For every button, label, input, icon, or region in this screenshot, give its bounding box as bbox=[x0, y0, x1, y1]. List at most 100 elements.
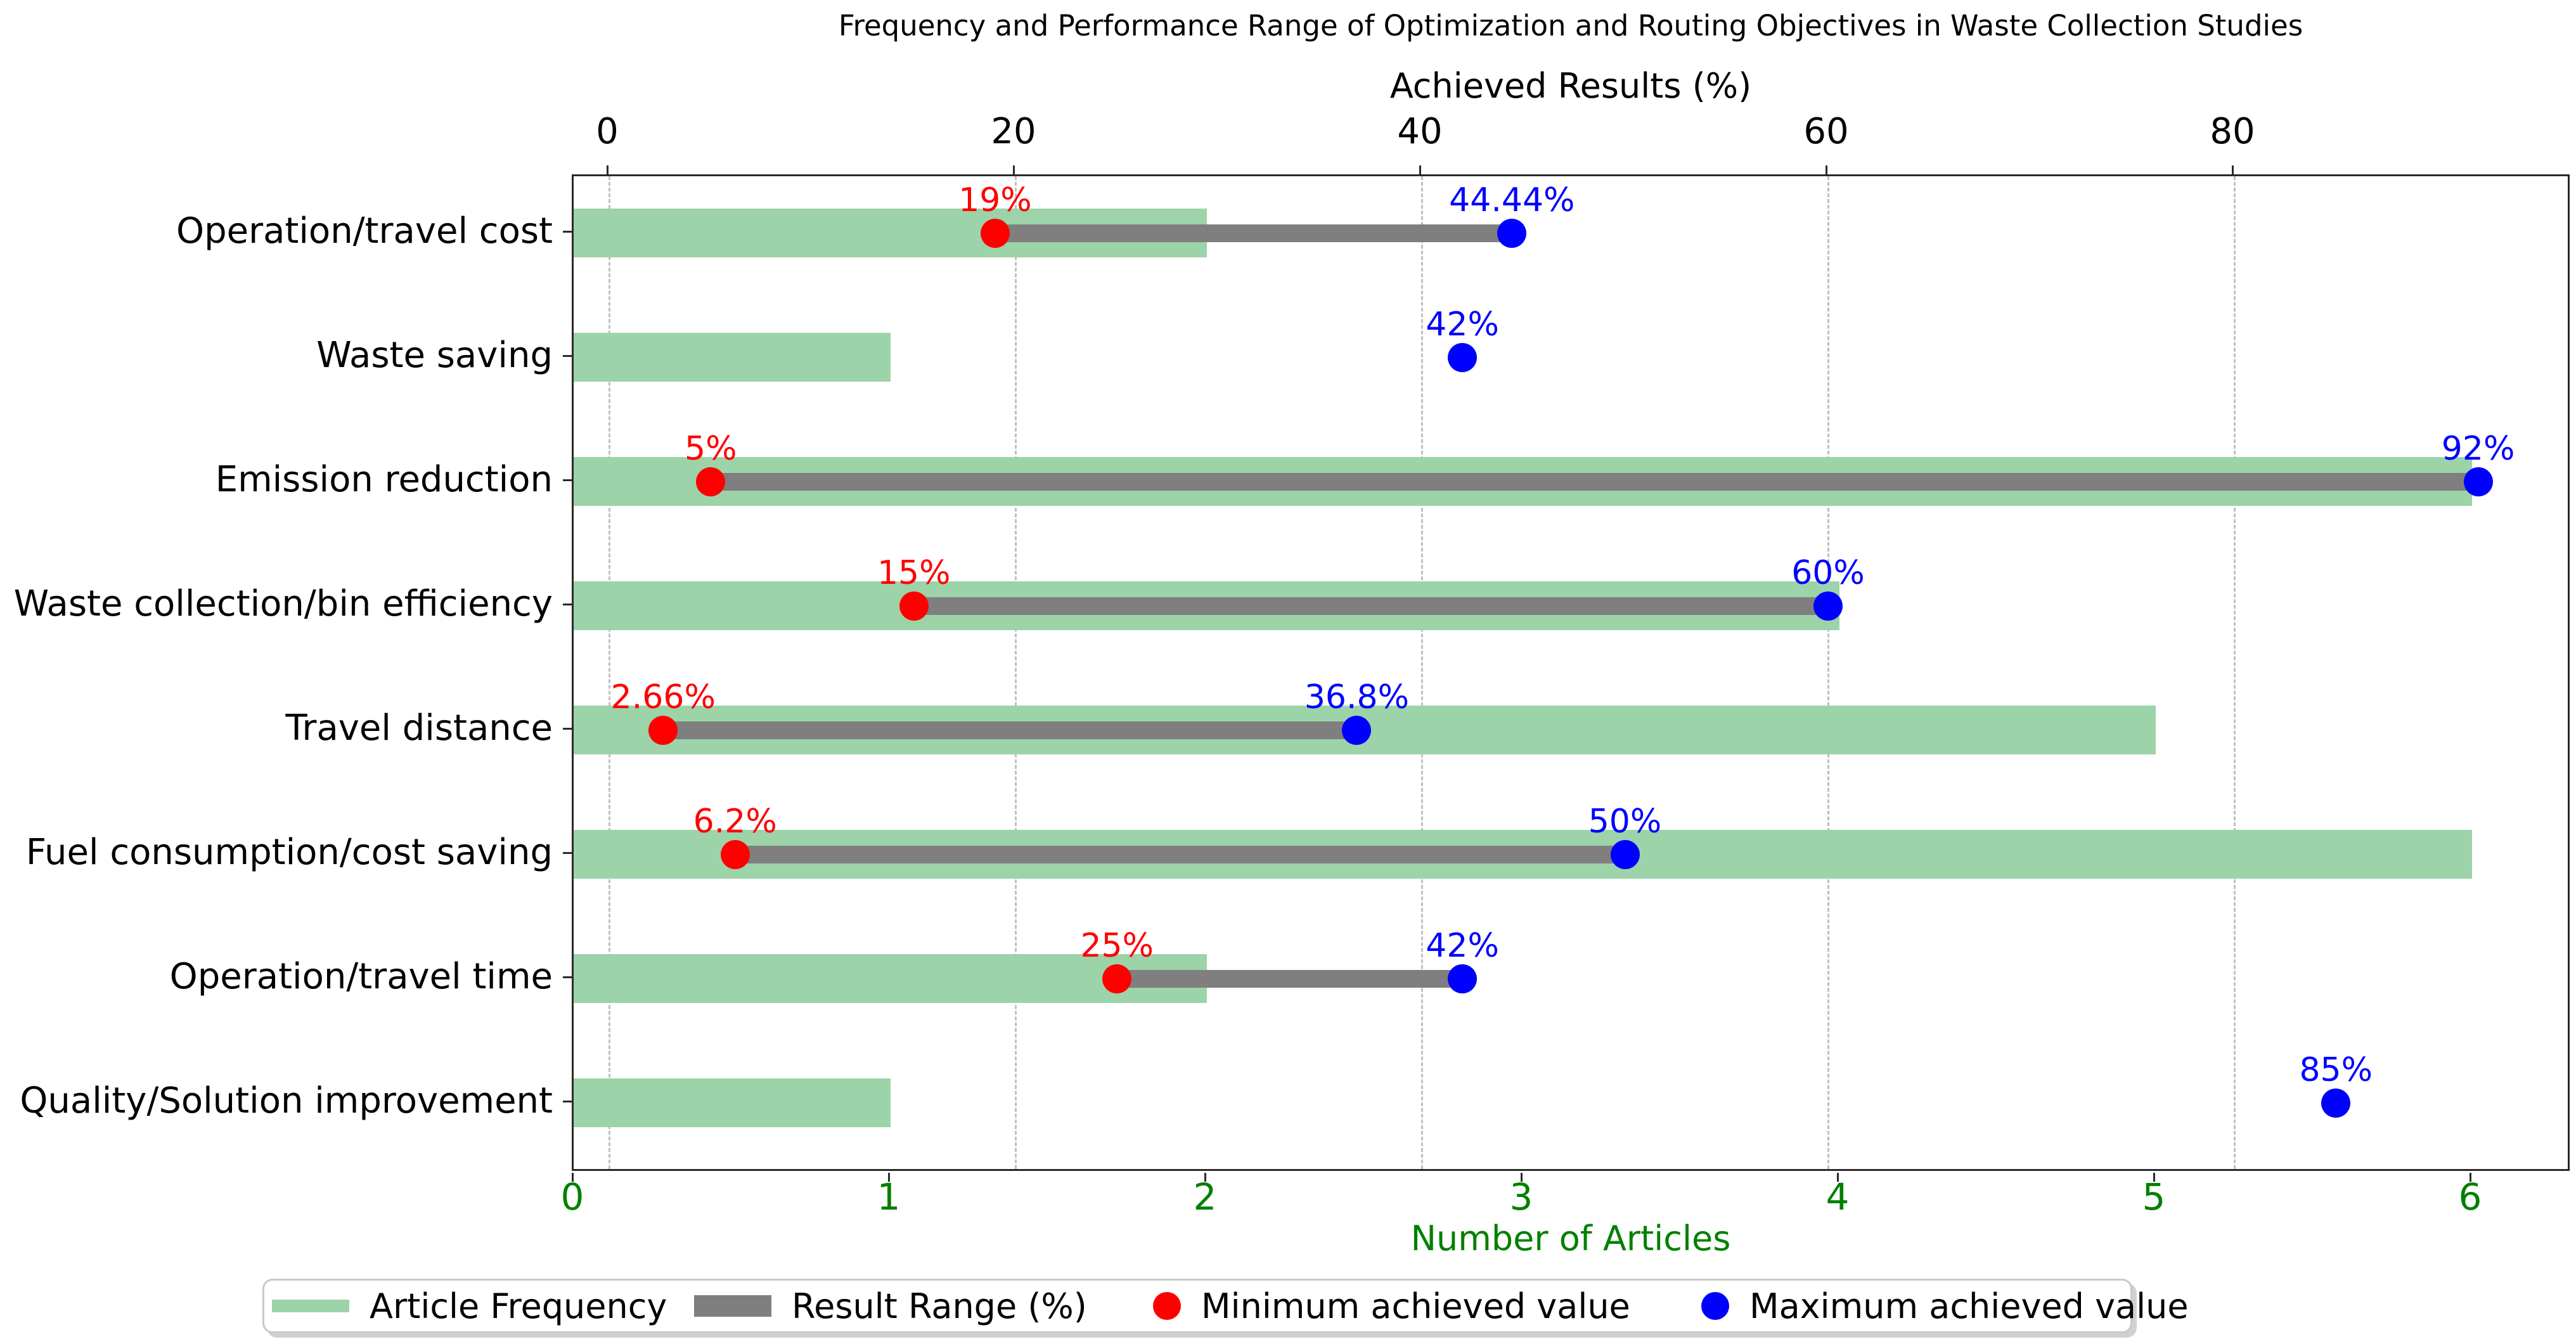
bottom-tick bbox=[1520, 1173, 1523, 1182]
min-dot bbox=[1102, 964, 1132, 993]
category-label: Emission reduction bbox=[215, 459, 553, 500]
bottom-tick bbox=[571, 1173, 574, 1182]
top-tick bbox=[1012, 165, 1015, 174]
bottom-tick-label: 1 bbox=[877, 1175, 901, 1218]
max-dot bbox=[2463, 467, 2493, 496]
category-label: Waste collection/bin efficiency bbox=[13, 583, 553, 624]
legend-item-minimum: Minimum achieved value bbox=[1153, 1281, 1630, 1331]
result-range-bar bbox=[995, 224, 1512, 242]
min-value-label: 5% bbox=[685, 430, 737, 468]
left-tick bbox=[563, 230, 572, 233]
max-value-label: 36.8% bbox=[1304, 678, 1410, 716]
top-tick bbox=[2231, 165, 2234, 174]
max-value-label: 92% bbox=[2441, 430, 2515, 468]
legend: Article Frequency Result Range (%) Minim… bbox=[262, 1279, 2189, 1333]
legend-label: Article Frequency bbox=[370, 1286, 667, 1326]
left-tick bbox=[563, 479, 572, 481]
max-dot bbox=[1448, 343, 1478, 372]
min-dot bbox=[720, 840, 750, 869]
bottom-tick-label: 6 bbox=[2458, 1175, 2482, 1218]
max-dot bbox=[2321, 1089, 2351, 1118]
max-value-label: 44.44% bbox=[1449, 181, 1575, 219]
min-dot bbox=[648, 716, 678, 745]
max-value-label: 50% bbox=[1588, 803, 1662, 841]
left-tick bbox=[563, 603, 572, 605]
max-dot bbox=[1813, 591, 1843, 621]
red-dot-swatch bbox=[1153, 1292, 1181, 1320]
bottom-tick-label: 5 bbox=[2142, 1175, 2166, 1218]
bottom-tick bbox=[2469, 1173, 2471, 1182]
article-frequency-bar bbox=[574, 954, 1207, 1003]
plot-area: 19% 44.44% 42% 5% 92% 15% 60% 2.66% 36.8% 6.2% 50%… bbox=[572, 174, 2570, 1171]
legend-item-maximum: Maximum achieved value bbox=[1701, 1281, 2189, 1331]
min-value-label: 25% bbox=[1080, 927, 1154, 965]
left-tick bbox=[563, 354, 572, 357]
gray-rect-swatch bbox=[694, 1295, 771, 1317]
max-dot bbox=[1448, 964, 1478, 993]
min-value-label: 6.2% bbox=[693, 803, 777, 841]
top-tick-label: 0 bbox=[596, 111, 619, 152]
result-range-bar bbox=[1117, 970, 1463, 988]
result-range-bar bbox=[711, 473, 2478, 491]
bottom-axis-label: Number of Articles bbox=[1410, 1218, 1731, 1258]
result-range-bar bbox=[735, 846, 1625, 863]
top-tick-label: 60 bbox=[1803, 111, 1849, 152]
legend-label: Minimum achieved value bbox=[1201, 1286, 1630, 1326]
left-tick bbox=[563, 727, 572, 730]
grid-line bbox=[1827, 176, 1829, 1169]
bottom-tick bbox=[887, 1173, 890, 1182]
legend-label: Result Range (%) bbox=[792, 1286, 1087, 1326]
max-value-label: 60% bbox=[1791, 554, 1865, 592]
max-value-label: 42% bbox=[1426, 306, 1499, 344]
legend-label: Maximum achieved value bbox=[1749, 1286, 2189, 1326]
top-tick-label: 40 bbox=[1397, 111, 1443, 152]
max-dot bbox=[1342, 716, 1372, 745]
category-label: Fuel consumption/cost saving bbox=[25, 832, 553, 873]
bottom-tick bbox=[2153, 1173, 2155, 1182]
grid-line bbox=[1014, 176, 1017, 1169]
min-value-label: 2.66% bbox=[610, 678, 716, 716]
category-label: Operation/travel time bbox=[169, 956, 553, 997]
bottom-tick-label: 3 bbox=[1509, 1175, 1533, 1218]
result-range-bar bbox=[913, 597, 1828, 615]
bottom-tick bbox=[1204, 1173, 1206, 1182]
bottom-tick-label: 2 bbox=[1193, 1175, 1217, 1218]
bottom-tick-label: 0 bbox=[560, 1175, 584, 1218]
category-label: Travel distance bbox=[285, 708, 553, 749]
article-frequency-bar bbox=[574, 1078, 891, 1127]
legend-item-result-range: Result Range (%) bbox=[694, 1281, 1087, 1331]
category-label: Operation/travel cost bbox=[176, 210, 553, 252]
min-value-label: 15% bbox=[877, 554, 951, 592]
max-dot bbox=[1497, 219, 1527, 248]
green-rect-swatch bbox=[272, 1300, 349, 1312]
result-range-bar bbox=[663, 721, 1357, 739]
min-dot bbox=[899, 591, 929, 621]
top-tick bbox=[1825, 165, 1827, 174]
grid-line bbox=[608, 176, 610, 1169]
top-tick-label: 20 bbox=[991, 111, 1036, 152]
left-tick bbox=[563, 1100, 572, 1102]
top-axis-label: Achieved Results (%) bbox=[1389, 66, 1752, 106]
max-value-label: 42% bbox=[1426, 927, 1499, 965]
min-dot bbox=[980, 219, 1010, 248]
article-frequency-bar bbox=[574, 333, 891, 382]
top-tick-label: 80 bbox=[2210, 111, 2255, 152]
top-tick bbox=[1419, 165, 1421, 174]
left-tick bbox=[563, 976, 572, 978]
top-tick bbox=[606, 165, 609, 174]
min-dot bbox=[696, 467, 726, 496]
max-value-label: 85% bbox=[2299, 1051, 2373, 1089]
category-label: Quality/Solution improvement bbox=[20, 1080, 553, 1121]
blue-dot-swatch bbox=[1701, 1292, 1729, 1320]
bottom-tick-label: 4 bbox=[1826, 1175, 1850, 1218]
max-dot bbox=[1610, 840, 1640, 869]
left-tick bbox=[563, 851, 572, 854]
legend-item-article-frequency: Article Frequency bbox=[272, 1281, 667, 1331]
chart-title: Frequency and Performance Range of Optim… bbox=[838, 9, 2303, 42]
grid-line bbox=[2233, 176, 2236, 1169]
grid-line bbox=[1420, 176, 1423, 1169]
bottom-tick bbox=[1836, 1173, 1839, 1182]
category-label: Waste saving bbox=[316, 335, 553, 376]
min-value-label: 19% bbox=[958, 181, 1032, 219]
